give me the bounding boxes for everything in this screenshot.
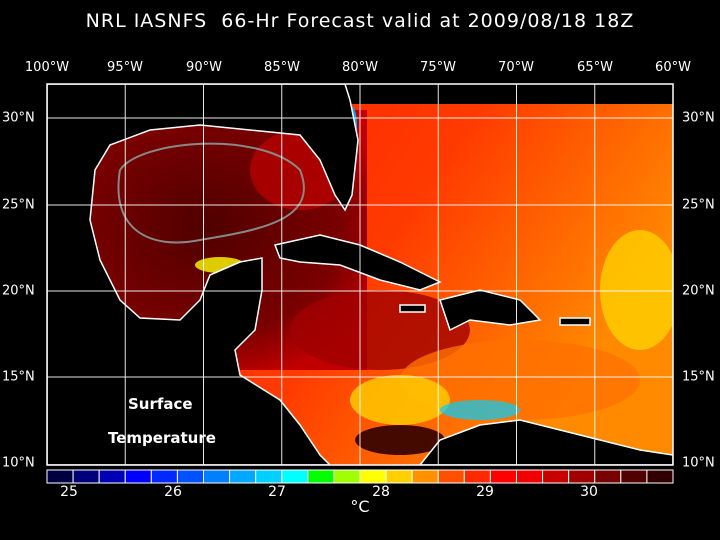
colorbar-cell <box>46 469 74 484</box>
graticule <box>47 84 673 465</box>
lon-label: 65°W <box>577 60 613 75</box>
colorbar-cell <box>437 469 465 484</box>
colorbar-cell <box>307 469 335 484</box>
depth-contour <box>117 142 305 244</box>
map-frame <box>46 83 674 466</box>
lat-label: 10°N <box>2 455 35 471</box>
map-label-line2: Temperature <box>108 429 216 447</box>
lon-label: 90°W <box>186 60 222 75</box>
colorbar-cell <box>620 469 648 484</box>
colorbar-cell <box>542 469 570 484</box>
lon-label: 75°W <box>420 60 456 75</box>
map-title: NRL IASNFS 66-Hr Forecast valid at 2009/… <box>85 10 635 32</box>
colorbar-cell <box>359 469 387 484</box>
puerto-rico-land <box>559 317 591 326</box>
colorbar-cell <box>72 469 100 484</box>
lon-label: 85°W <box>264 60 300 75</box>
colorbar-tick-label: 28 <box>372 484 390 500</box>
colorbar-tick-label: 25 <box>60 484 78 500</box>
south-america-land <box>419 419 673 465</box>
lat-label: 30°N <box>2 110 35 126</box>
lat-label: 15°N <box>2 369 35 385</box>
colorbar-cell <box>255 469 283 484</box>
lat-label: 20°N <box>2 283 35 299</box>
hispaniola-land <box>439 289 542 332</box>
lat-label: 15°N <box>682 369 715 385</box>
lon-label: 80°W <box>342 60 378 75</box>
colorbar-cell <box>646 469 674 484</box>
colorbar-cell <box>516 469 544 484</box>
colorbar-cell <box>203 469 231 484</box>
lat-label: 25°N <box>2 197 35 213</box>
colorbar-cell <box>463 469 491 484</box>
lat-label: 10°N <box>682 455 715 471</box>
colorbar-cell <box>333 469 361 484</box>
lat-label: 30°N <box>682 110 715 126</box>
lat-label: 25°N <box>682 197 715 213</box>
lon-label: 70°W <box>498 60 534 75</box>
cuba-land <box>273 234 442 291</box>
colorbar-cell <box>150 469 178 484</box>
colorbar-cell <box>98 469 126 484</box>
colorbar-cell <box>176 469 205 484</box>
lon-label: 100°W <box>24 60 70 75</box>
colorbar-cell <box>594 469 622 484</box>
colorbar-cell <box>124 469 152 484</box>
colorbar-cell <box>281 469 309 484</box>
colorbar-tick-label: 29 <box>476 484 494 500</box>
colorbar-tick-label: 26 <box>164 484 182 500</box>
colorbar-tick-label: 27 <box>268 484 286 500</box>
colorbar-unit: °C <box>350 497 370 516</box>
lon-label: 60°W <box>655 60 691 75</box>
colorbar-cell <box>411 469 439 484</box>
colorbar-cell <box>385 469 413 484</box>
jamaica-land <box>399 304 426 313</box>
colorbar <box>46 469 674 484</box>
map-label-line1: Surface <box>128 395 193 413</box>
colorbar-cell <box>568 469 596 484</box>
colorbar-cell <box>229 469 257 484</box>
colorbar-cell <box>489 469 517 484</box>
colorbar-tick-label: 30 <box>580 484 598 500</box>
lat-label: 20°N <box>682 283 715 299</box>
lon-label: 95°W <box>107 60 143 75</box>
